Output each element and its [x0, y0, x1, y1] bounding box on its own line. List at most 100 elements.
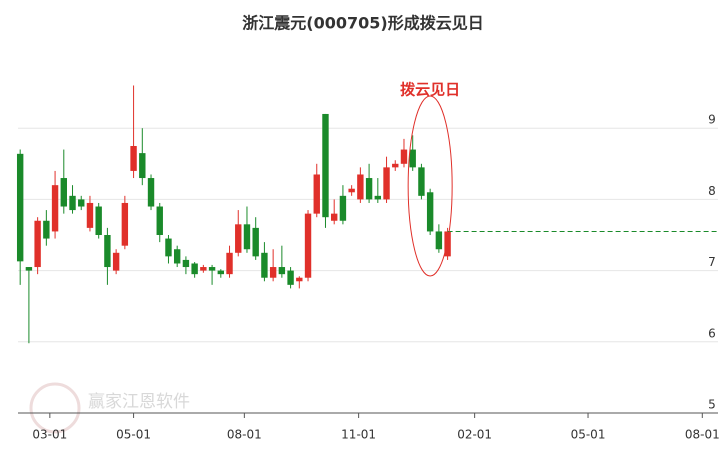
- candle-body: [25, 267, 33, 271]
- candle-body: [444, 231, 451, 257]
- candle: [69, 185, 76, 214]
- candle: [313, 163, 320, 218]
- candle: [86, 195, 94, 232]
- candle-body: [43, 220, 50, 239]
- candle-body: [409, 149, 416, 168]
- candle-body: [269, 267, 277, 278]
- candle: [191, 262, 198, 278]
- y-tick-label: 5: [708, 398, 716, 412]
- candle: [348, 185, 355, 196]
- candle: [374, 178, 382, 203]
- candle-body: [156, 206, 163, 235]
- candle-body: [208, 267, 216, 271]
- candle: [200, 264, 207, 273]
- annotation: 拨云见日: [400, 81, 460, 99]
- candle-body: [34, 220, 41, 268]
- candle: [139, 128, 146, 186]
- candle: [296, 276, 303, 289]
- watermark-text: 赢家江恩软件: [88, 392, 190, 412]
- y-tick-label: 6: [708, 326, 716, 340]
- candle: [43, 210, 50, 246]
- candle: [444, 227, 451, 260]
- candle-body: [16, 153, 24, 262]
- candle-body: [287, 270, 294, 285]
- candle-body: [243, 224, 251, 250]
- candle-body: [348, 188, 355, 193]
- candle: [217, 269, 225, 278]
- candle-body: [365, 178, 373, 200]
- candle-body: [330, 213, 338, 221]
- x-tick-label: 03-01: [32, 428, 67, 442]
- candle: [182, 256, 190, 275]
- candle-body: [261, 252, 268, 278]
- candle: [418, 163, 425, 200]
- candle-body: [278, 267, 286, 275]
- candle-body: [121, 202, 129, 246]
- candle: [278, 245, 286, 278]
- highlight-ellipse: [407, 95, 453, 277]
- candle: [112, 249, 120, 275]
- candle-body: [235, 224, 242, 253]
- candle: [357, 167, 364, 203]
- candle: [243, 206, 251, 253]
- candle-body: [392, 163, 399, 168]
- candle: [426, 188, 434, 235]
- candle-body: [51, 185, 59, 232]
- candle-body: [200, 267, 207, 271]
- candle: [173, 245, 181, 268]
- candle: [392, 160, 399, 171]
- candle: [104, 227, 111, 285]
- watermark: 赢家江恩软件: [29, 382, 190, 434]
- candle-body: [78, 199, 85, 207]
- candle-body: [435, 231, 443, 250]
- candle: [165, 235, 172, 264]
- chart-title: 浙江震元(000705)形成拨云见日: [242, 14, 483, 33]
- candle: [365, 163, 373, 203]
- candle-body: [217, 270, 225, 275]
- candle-body: [173, 249, 181, 264]
- x-tick-label: 05-01: [571, 428, 606, 442]
- candle-body: [252, 227, 259, 257]
- candle-body: [374, 195, 382, 200]
- watermark-logo: [29, 382, 81, 434]
- candle-body: [147, 178, 155, 207]
- candle-body: [400, 149, 408, 164]
- candle: [156, 202, 163, 243]
- candle-body: [69, 195, 76, 211]
- candle: [147, 174, 155, 211]
- candle-body: [357, 174, 364, 200]
- y-tick-label: 7: [708, 255, 716, 269]
- candle: [261, 242, 268, 282]
- candle: [78, 195, 85, 211]
- candle: [95, 202, 102, 239]
- candle: [322, 113, 329, 228]
- candle-body: [139, 153, 146, 179]
- candle: [235, 210, 242, 257]
- x-tick-label: 02-01: [457, 428, 492, 442]
- candle: [287, 267, 294, 289]
- candle-body: [322, 113, 329, 218]
- candle-body: [313, 174, 320, 214]
- x-tick-label: 08-01: [227, 428, 262, 442]
- x-tick-label: 08-01: [685, 428, 720, 442]
- candle-body: [104, 235, 111, 268]
- y-tick-label: 9: [708, 113, 716, 127]
- candle-body: [339, 195, 347, 221]
- candle-body: [165, 238, 172, 257]
- candle: [400, 138, 408, 168]
- candle-body: [130, 146, 137, 171]
- candle-body: [226, 252, 233, 275]
- candle-body: [418, 167, 425, 196]
- candle-body: [304, 213, 312, 278]
- candle-body: [95, 206, 102, 235]
- candle: [304, 210, 312, 282]
- candle: [409, 135, 416, 171]
- y-tick-label: 8: [708, 184, 716, 198]
- candle-body: [60, 178, 67, 207]
- candle: [269, 249, 277, 282]
- candle: [121, 195, 129, 250]
- candle: [330, 199, 338, 225]
- candle-body: [191, 263, 198, 275]
